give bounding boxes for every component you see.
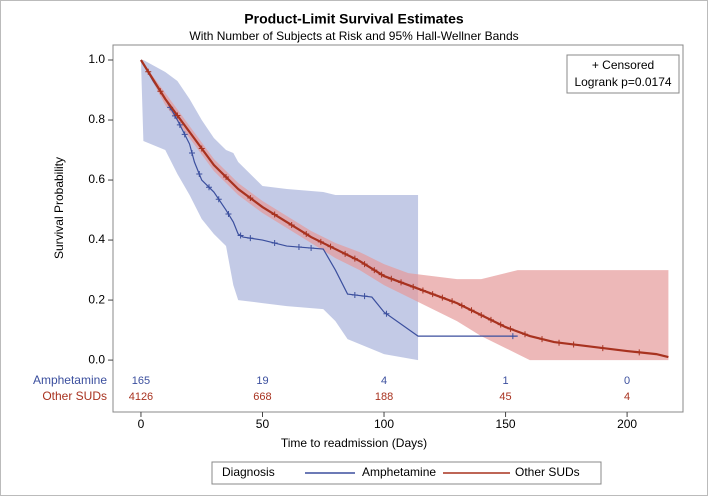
at-risk-count: 4 bbox=[624, 391, 630, 403]
inset-legend-text: Logrank p=0.0174 bbox=[574, 75, 671, 89]
at-risk-label: Other SUDs bbox=[42, 389, 107, 403]
censor-mark bbox=[188, 150, 195, 157]
x-tick-label: 100 bbox=[374, 417, 394, 431]
censor-mark bbox=[439, 294, 446, 301]
censor-mark bbox=[308, 245, 315, 252]
censor-mark bbox=[398, 279, 405, 286]
y-tick-label: 1.0 bbox=[88, 52, 105, 66]
censor-mark bbox=[410, 283, 417, 290]
censor-mark bbox=[288, 222, 295, 229]
at-risk-count: 19 bbox=[256, 375, 268, 387]
censor-mark bbox=[361, 261, 368, 268]
censor-mark bbox=[247, 235, 254, 242]
y-tick-label: 0.6 bbox=[88, 172, 105, 186]
censor-mark bbox=[157, 88, 164, 95]
censor-mark bbox=[509, 333, 516, 340]
censor-mark bbox=[303, 231, 310, 238]
censor-mark bbox=[507, 325, 514, 332]
censor-mark bbox=[388, 275, 395, 282]
y-tick-label: 0.4 bbox=[88, 232, 105, 246]
censor-mark bbox=[570, 341, 577, 348]
censor-mark bbox=[522, 331, 529, 338]
at-risk-count: 668 bbox=[253, 391, 271, 403]
censor-mark bbox=[174, 112, 181, 119]
censor-mark bbox=[539, 336, 546, 343]
legend-label: Other SUDs bbox=[515, 465, 580, 479]
confidence-band bbox=[140, 60, 669, 361]
at-risk-count: 165 bbox=[132, 375, 150, 387]
censor-mark bbox=[145, 68, 152, 75]
at-risk-count: 188 bbox=[375, 391, 393, 403]
at-risk-count: 4 bbox=[381, 375, 387, 387]
censor-mark bbox=[295, 244, 302, 251]
censor-mark bbox=[468, 307, 475, 314]
x-tick-label: 200 bbox=[617, 417, 637, 431]
censor-mark bbox=[351, 291, 358, 298]
censor-mark bbox=[371, 267, 378, 274]
censor-mark bbox=[327, 243, 334, 250]
censor-mark bbox=[636, 349, 643, 356]
censor-mark bbox=[206, 184, 213, 191]
censor-mark bbox=[196, 171, 203, 178]
censor-mark bbox=[247, 195, 254, 202]
censor-mark bbox=[237, 232, 244, 239]
y-tick-label: 0.0 bbox=[88, 352, 105, 366]
censor-mark bbox=[271, 211, 278, 218]
at-risk-count: 45 bbox=[499, 391, 511, 403]
y-tick-label: 0.2 bbox=[88, 292, 105, 306]
at-risk-count: 0 bbox=[624, 375, 630, 387]
censor-mark bbox=[449, 298, 456, 305]
censor-mark bbox=[419, 287, 426, 294]
confidence-band bbox=[140, 60, 419, 361]
censor-mark bbox=[497, 321, 504, 328]
at-risk-count: 1 bbox=[502, 375, 508, 387]
legend-title: Diagnosis bbox=[222, 465, 275, 479]
y-axis-label: Survival Probability bbox=[52, 157, 66, 259]
x-tick-label: 150 bbox=[496, 417, 516, 431]
inset-legend-text: + Censored bbox=[592, 58, 654, 72]
y-tick-label: 0.8 bbox=[88, 112, 105, 126]
censor-mark bbox=[342, 250, 349, 257]
censor-mark bbox=[271, 240, 278, 247]
x-axis-label: Time to readmission (Days) bbox=[281, 436, 427, 450]
censor-mark bbox=[223, 174, 230, 181]
plot-frame bbox=[112, 44, 684, 413]
censor-mark bbox=[458, 302, 465, 309]
censor-mark bbox=[487, 316, 494, 323]
censor-mark bbox=[317, 238, 324, 245]
at-risk-label: Amphetamine bbox=[33, 373, 107, 387]
at-risk-count: 4126 bbox=[129, 391, 153, 403]
censor-mark bbox=[383, 310, 390, 317]
censor-mark bbox=[351, 255, 358, 262]
x-tick-label: 50 bbox=[256, 417, 270, 431]
x-tick-label: 0 bbox=[138, 417, 145, 431]
censor-mark bbox=[556, 339, 563, 346]
chart-title: Product-Limit Survival Estimates bbox=[244, 11, 464, 27]
censor-mark bbox=[225, 211, 232, 218]
censor-mark bbox=[215, 196, 222, 203]
legend-box bbox=[211, 461, 602, 485]
chart-subtitle: With Number of Subjects at Risk and 95% … bbox=[189, 29, 518, 43]
censor-mark bbox=[599, 345, 606, 352]
censor-mark bbox=[198, 145, 205, 152]
censor-mark bbox=[361, 293, 368, 300]
legend-label: Amphetamine bbox=[362, 465, 436, 479]
censor-mark bbox=[181, 131, 188, 138]
censor-mark bbox=[176, 121, 183, 128]
censor-mark bbox=[429, 291, 436, 298]
inset-legend-box bbox=[566, 54, 680, 94]
censor-mark bbox=[378, 271, 385, 278]
censor-mark bbox=[478, 312, 485, 319]
